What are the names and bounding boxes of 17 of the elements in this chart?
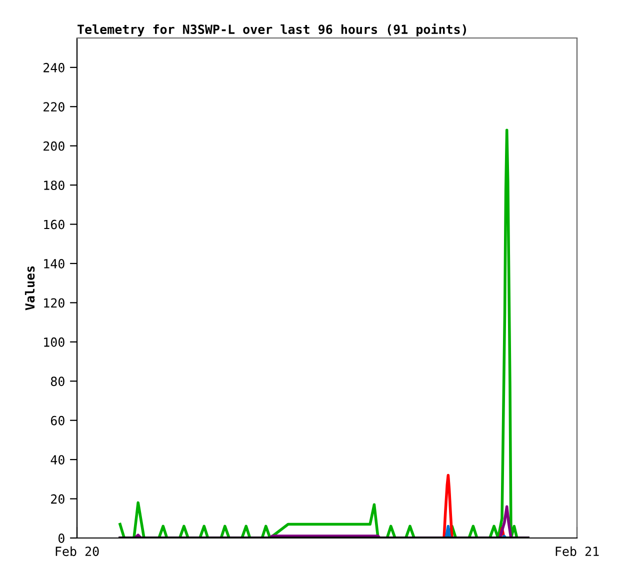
y-tick-label: 240 [44, 62, 64, 72]
y-axis-title: Values [24, 266, 35, 310]
chart-title: Telemetry for N3SWP-L over last 96 hours (91 points) [78, 24, 466, 36]
y-tick-label: 120 [44, 298, 64, 308]
y-tick-label: 220 [44, 102, 64, 112]
y-tick-label: 180 [44, 180, 64, 190]
y-tick-label: 200 [44, 141, 64, 151]
y-tick-label: 100 [44, 337, 64, 347]
y-tick-label: 60 [50, 416, 64, 426]
x-tick-label: Feb 21 [556, 546, 599, 556]
y-tick-label: 20 [51, 494, 64, 504]
y-tick-label: 40 [50, 455, 64, 465]
y-tick-label: 80 [50, 376, 64, 386]
x-tick-label: Feb 20 [56, 546, 99, 556]
y-tick-label: 160 [44, 220, 64, 230]
y-tick-label: 0 [58, 534, 64, 543]
y-tick-label: 140 [44, 258, 64, 268]
